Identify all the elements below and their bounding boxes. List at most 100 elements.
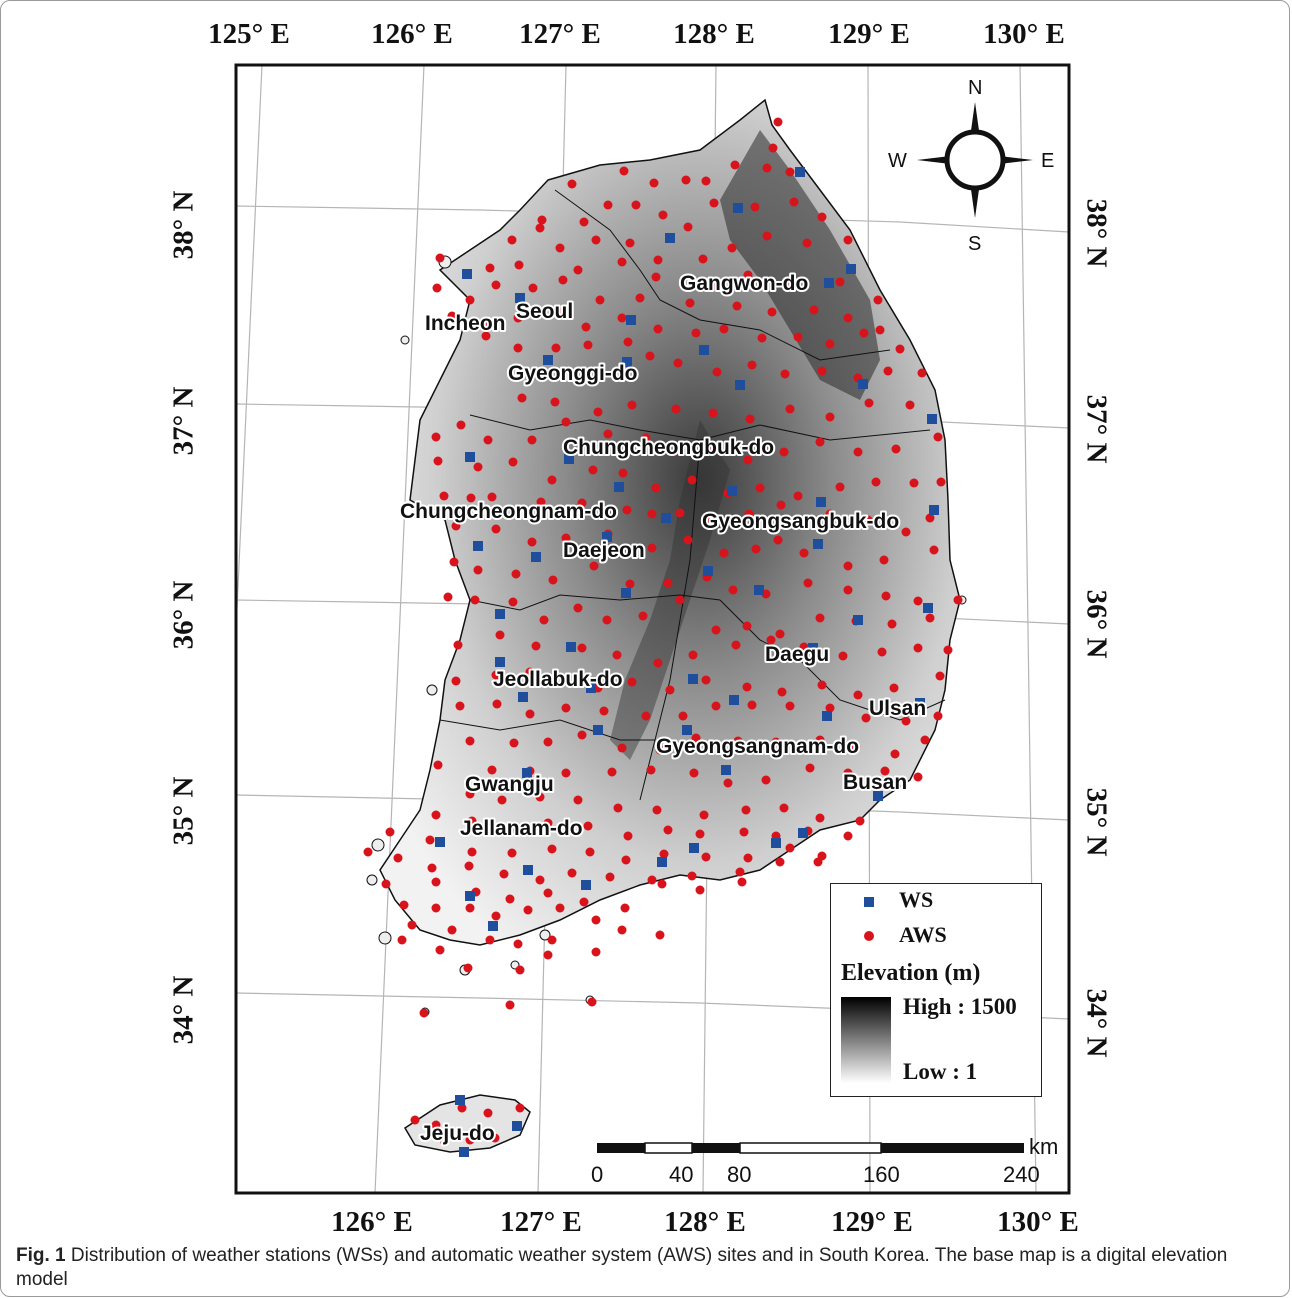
aws-station-marker (933, 711, 943, 721)
aws-station-marker (588, 465, 598, 475)
aws-station-marker (701, 675, 711, 685)
aws-station-marker (750, 202, 760, 212)
aws-station-marker (567, 868, 577, 878)
aws-station-marker (775, 629, 785, 639)
aws-station-marker (410, 1115, 420, 1125)
ws-station-marker (873, 791, 883, 801)
aws-station-marker (723, 778, 733, 788)
aws-station-marker (743, 455, 753, 465)
aws-station-marker (491, 524, 501, 534)
aws-station-marker (481, 331, 491, 341)
ws-station-marker (462, 269, 472, 279)
aws-station-marker (802, 238, 812, 248)
aws-station-marker (683, 535, 693, 545)
ws-station-marker (689, 843, 699, 853)
aws-station-marker (825, 509, 835, 519)
aws-station-marker (617, 925, 627, 935)
place-label: Jellanam-do (460, 817, 583, 840)
aws-station-marker (641, 711, 651, 721)
aws-station-marker (815, 735, 825, 745)
aws-station-marker (577, 730, 587, 740)
aws-station-marker (527, 537, 537, 547)
aws-station-marker (672, 446, 682, 456)
aws-station-marker (695, 885, 705, 895)
aws-station-marker (645, 351, 655, 361)
aws-station-marker (625, 238, 635, 248)
aws-legend-label: AWS (899, 922, 947, 947)
aws-station-marker (535, 875, 545, 885)
place-label: Chungcheongbuk-do (563, 436, 774, 459)
aws-station-marker (528, 283, 538, 293)
aws-station-marker (555, 903, 565, 913)
aws-station-marker (435, 253, 445, 263)
aws-station-marker (618, 468, 628, 478)
aws-station-marker (635, 293, 645, 303)
aws-station-marker (743, 853, 753, 863)
aws-station-marker (779, 447, 789, 457)
aws-station-marker (579, 217, 589, 227)
aws-station-marker (901, 716, 911, 726)
aws-station-marker (447, 925, 457, 935)
aws-station-marker (817, 212, 827, 222)
aws-station-marker (573, 265, 583, 275)
scale-bar: km 0 40 80 160 240 (591, 1134, 1058, 1187)
aws-station-marker (825, 703, 835, 713)
aws-station-marker (835, 482, 845, 492)
aws-station-marker (681, 175, 691, 185)
aws-station-marker (825, 412, 835, 422)
aws-station-marker (780, 369, 790, 379)
aws-station-marker (743, 270, 753, 280)
aws-station-marker (566, 675, 576, 685)
aws-station-marker (881, 591, 891, 601)
aws-station-marker (435, 945, 445, 955)
ws-station-marker (798, 828, 808, 838)
aws-station-marker (789, 197, 799, 207)
aws-station-marker (712, 367, 722, 377)
scale-segment (692, 1143, 740, 1153)
aws-station-marker (431, 432, 441, 442)
ws-station-marker (808, 643, 818, 653)
aws-station-marker (638, 611, 648, 621)
aws-station-marker (815, 613, 825, 623)
aws-station-marker (591, 235, 601, 245)
aws-station-marker (465, 789, 475, 799)
aws-station-marker (799, 642, 809, 652)
compass-n: N (968, 77, 982, 99)
aws-station-marker (561, 768, 571, 778)
aws-station-marker (647, 543, 657, 553)
aws-station-marker (467, 816, 477, 826)
compass-e: E (1041, 150, 1054, 172)
aws-station-marker (917, 368, 927, 378)
aws-station-marker (673, 358, 683, 368)
aws-station-marker (431, 903, 441, 913)
aws-station-marker (663, 578, 673, 588)
aws-station-marker (505, 1000, 515, 1010)
aws-station-marker (773, 117, 783, 127)
aws-station-marker (431, 1120, 441, 1130)
aws-station-marker (561, 703, 571, 713)
aws-station-marker (627, 400, 637, 410)
aws-station-marker (889, 683, 899, 693)
elevation-high-label: High : 1500 (903, 994, 1017, 1019)
place-label: Seoul (516, 300, 573, 323)
aws-station-marker (719, 548, 729, 558)
aws-station-marker (627, 677, 637, 687)
ws-station-layer (435, 167, 939, 1157)
aws-station-marker (687, 871, 697, 881)
aws-station-marker (513, 313, 523, 323)
aws-station-marker (585, 847, 595, 857)
aws-station-marker (864, 398, 874, 408)
ws-station-marker (771, 838, 781, 848)
place-label: Gwangju (465, 773, 554, 796)
scale-unit: km (1029, 1134, 1058, 1159)
aws-station-marker (838, 651, 848, 661)
aws-station-marker (953, 595, 963, 605)
aws-station-marker (555, 243, 565, 253)
aws-station-marker (913, 772, 923, 782)
lon-label-top: 127° E (519, 18, 601, 50)
aws-station-marker (687, 475, 697, 485)
aws-station-marker (623, 831, 633, 841)
place-label: Chungcheongnam-do (400, 500, 617, 523)
place-label: Busan (843, 771, 907, 794)
